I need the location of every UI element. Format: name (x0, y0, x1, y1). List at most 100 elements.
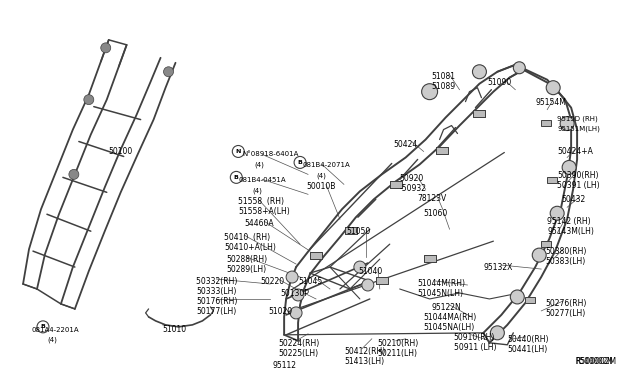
Bar (547, 177, 557, 183)
Text: 95122N: 95122N (431, 303, 461, 312)
Text: 50332(RH): 50332(RH) (196, 277, 240, 286)
Text: 50440(RH): 50440(RH) (508, 335, 549, 344)
Text: 78123V: 78123V (418, 194, 447, 203)
Circle shape (290, 307, 302, 319)
Bar (541, 241, 551, 247)
Text: B: B (298, 160, 303, 165)
Text: 95112: 95112 (272, 361, 296, 370)
Bar (376, 277, 388, 284)
Bar (376, 277, 388, 284)
Text: -50932: -50932 (400, 185, 427, 193)
Text: 95143M(LH): 95143M(LH) (547, 227, 594, 236)
Text: (4): (4) (254, 161, 264, 168)
Text: 50176(RH): 50176(RH) (196, 297, 238, 306)
Text: 50412(RH): 50412(RH) (344, 347, 385, 356)
Circle shape (164, 67, 173, 77)
Text: 51090: 51090 (488, 78, 511, 87)
Circle shape (100, 43, 111, 53)
Text: 50911 (LH): 50911 (LH) (454, 343, 496, 352)
Bar (310, 252, 322, 259)
Text: 51081: 51081 (431, 72, 456, 81)
Text: 50100: 50100 (109, 147, 133, 157)
Text: 50277(LH): 50277(LH) (545, 309, 586, 318)
Text: 50424: 50424 (394, 140, 418, 148)
Text: 50010B: 50010B (306, 182, 335, 191)
Text: 51050: 51050 (346, 227, 370, 236)
Text: 51020: 51020 (268, 307, 292, 316)
Text: 51089: 51089 (431, 82, 456, 91)
Bar (390, 182, 402, 188)
Text: 51060: 51060 (424, 209, 448, 218)
Circle shape (84, 94, 94, 105)
Text: 081A4-2201A: 081A4-2201A (31, 327, 79, 333)
Bar (345, 227, 357, 234)
Text: B: B (234, 175, 239, 180)
Bar (474, 110, 485, 116)
Bar (474, 110, 485, 116)
Text: 51045: 51045 (298, 277, 323, 286)
Text: R500002M: R500002M (575, 357, 616, 366)
Bar (310, 252, 322, 259)
Text: 51044M(RH): 51044M(RH) (418, 279, 466, 288)
Circle shape (472, 65, 486, 79)
Circle shape (354, 261, 366, 273)
Text: (4): (4) (252, 187, 262, 194)
Bar (345, 227, 357, 234)
Text: N: N (236, 149, 241, 154)
Text: 50333(LH): 50333(LH) (196, 287, 237, 296)
Bar (436, 147, 447, 154)
Text: B: B (40, 324, 45, 329)
Text: 50288(RH): 50288(RH) (227, 255, 268, 264)
Text: 95132X: 95132X (483, 263, 513, 272)
Text: 51413(LH): 51413(LH) (344, 357, 384, 366)
Circle shape (532, 248, 546, 262)
Circle shape (292, 289, 304, 301)
Bar (424, 255, 436, 262)
Circle shape (550, 206, 564, 220)
Circle shape (510, 290, 524, 304)
Text: 95154M: 95154M (535, 98, 566, 107)
Text: 50220: 50220 (260, 277, 284, 286)
Text: 50211(LH): 50211(LH) (378, 349, 418, 358)
Text: 54460A: 54460A (244, 219, 274, 228)
Text: 081B4-2071A: 081B4-2071A (302, 163, 350, 169)
Text: N°08918-6401A: N°08918-6401A (243, 151, 299, 157)
Text: 50410+A(LH): 50410+A(LH) (225, 243, 276, 252)
Text: R500002M: R500002M (575, 357, 612, 366)
Bar (436, 147, 447, 154)
Text: 9515D (RH): 9515D (RH) (557, 116, 598, 122)
Text: 51558+A(LH): 51558+A(LH) (238, 207, 290, 216)
Bar (525, 297, 535, 303)
Text: 50391 (LH): 50391 (LH) (557, 182, 600, 190)
Text: 95151M(LH): 95151M(LH) (557, 126, 600, 132)
Text: 50910(RH): 50910(RH) (454, 333, 495, 342)
Circle shape (490, 326, 504, 340)
Text: 50432: 50432 (561, 195, 586, 204)
Text: 50920: 50920 (400, 174, 424, 183)
Text: 51010: 51010 (163, 325, 187, 334)
Circle shape (562, 160, 576, 174)
Circle shape (546, 81, 560, 94)
Circle shape (69, 169, 79, 179)
Text: 50390(RH): 50390(RH) (557, 171, 598, 180)
Bar (390, 182, 402, 188)
Circle shape (286, 271, 298, 283)
Text: 081B4-0451A: 081B4-0451A (238, 177, 286, 183)
Text: 51044MA(RH): 51044MA(RH) (424, 313, 477, 322)
Text: 50441(LH): 50441(LH) (508, 345, 548, 354)
Circle shape (362, 279, 374, 291)
Text: 50410  (RH): 50410 (RH) (225, 233, 271, 242)
Text: 95142 (RH): 95142 (RH) (547, 217, 591, 226)
Text: (4): (4) (47, 337, 57, 343)
Text: 50224(RH): 50224(RH) (278, 339, 319, 348)
Circle shape (422, 84, 438, 100)
Bar (424, 255, 436, 262)
Text: (4): (4) (316, 172, 326, 179)
Text: 50289(LH): 50289(LH) (227, 265, 266, 274)
Text: 50177(LH): 50177(LH) (196, 307, 237, 316)
Text: 51045NA(LH): 51045NA(LH) (424, 323, 475, 332)
Text: 51045N(LH): 51045N(LH) (418, 289, 463, 298)
Text: 51558  (RH): 51558 (RH) (238, 197, 284, 206)
Text: 50130P: 50130P (280, 289, 309, 298)
Text: 50383(LH): 50383(LH) (545, 257, 586, 266)
